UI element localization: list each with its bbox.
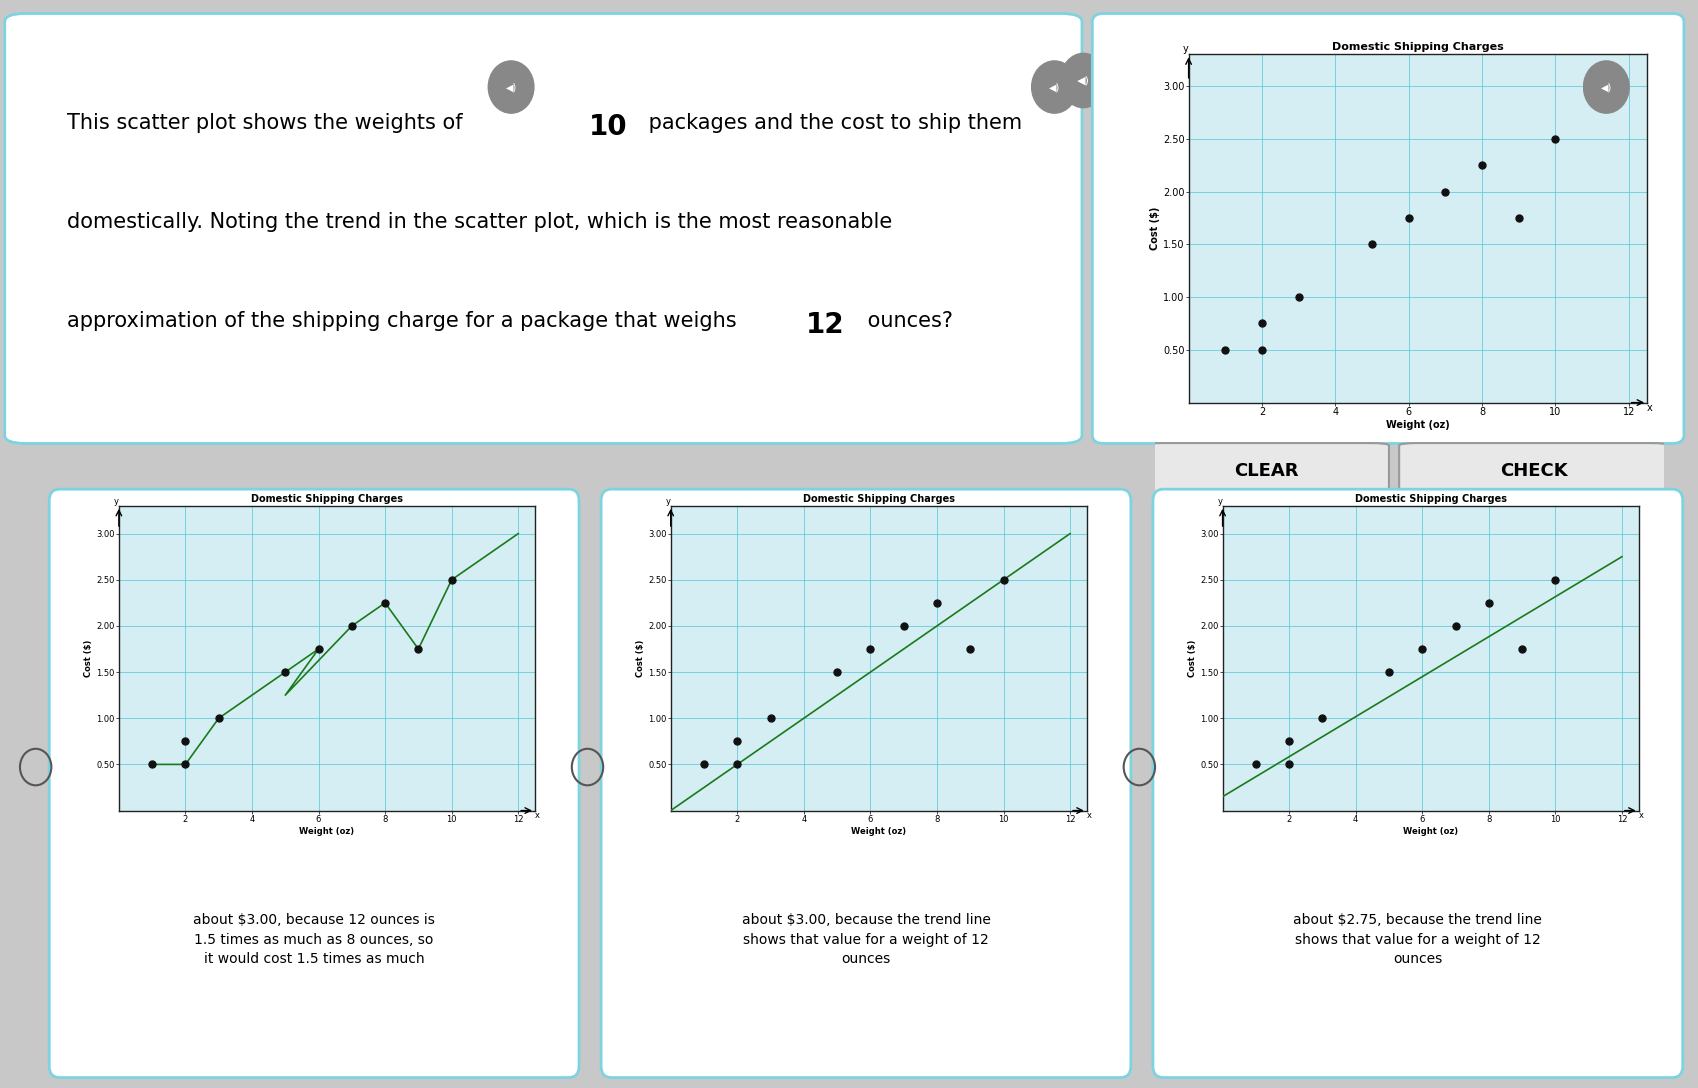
- Point: [1358, 236, 1386, 254]
- FancyBboxPatch shape: [1153, 490, 1683, 1077]
- Point: [1442, 617, 1469, 634]
- Point: [1243, 756, 1270, 774]
- X-axis label: Weight (oz): Weight (oz): [851, 827, 907, 836]
- Title: Domestic Shipping Charges: Domestic Shipping Charges: [251, 494, 402, 504]
- Point: [438, 571, 465, 589]
- Point: [1542, 571, 1569, 589]
- Point: [1469, 157, 1496, 174]
- FancyBboxPatch shape: [601, 490, 1131, 1077]
- X-axis label: Weight (oz): Weight (oz): [1403, 827, 1459, 836]
- Text: This scatter plot shows the weights of: This scatter plot shows the weights of: [66, 113, 469, 133]
- Text: y: y: [666, 497, 671, 506]
- Point: [990, 571, 1017, 589]
- Text: ◀): ◀): [1601, 82, 1611, 92]
- Circle shape: [489, 61, 533, 113]
- Point: [372, 594, 399, 611]
- Point: [1431, 183, 1459, 200]
- Point: [691, 756, 718, 774]
- Point: [1542, 131, 1569, 148]
- Point: [824, 664, 851, 681]
- Text: about $3.00, because 12 ounces is
1.5 times as much as 8 ounces, so
it would cos: about $3.00, because 12 ounces is 1.5 ti…: [194, 914, 435, 966]
- Text: ◀): ◀): [506, 82, 516, 92]
- Y-axis label: Cost ($): Cost ($): [85, 640, 93, 677]
- Point: [338, 617, 365, 634]
- Text: y: y: [1217, 497, 1223, 506]
- X-axis label: Weight (oz): Weight (oz): [299, 827, 355, 836]
- Circle shape: [1032, 61, 1077, 113]
- Point: [723, 732, 751, 750]
- Y-axis label: Cost ($): Cost ($): [1189, 640, 1197, 677]
- Point: [956, 641, 983, 658]
- Text: CLEAR: CLEAR: [1234, 461, 1299, 480]
- Text: ◀): ◀): [1077, 75, 1090, 86]
- Point: [1212, 342, 1240, 359]
- Text: x: x: [1647, 403, 1652, 412]
- Title: Domestic Shipping Charges: Domestic Shipping Charges: [803, 494, 954, 504]
- Point: [723, 756, 751, 774]
- Point: [1476, 594, 1503, 611]
- Point: [404, 641, 431, 658]
- Point: [171, 756, 199, 774]
- Point: [1275, 756, 1302, 774]
- Point: [857, 641, 885, 658]
- Point: [924, 594, 951, 611]
- Point: [757, 709, 784, 727]
- Title: Domestic Shipping Charges: Domestic Shipping Charges: [1331, 42, 1504, 52]
- Text: y: y: [1184, 45, 1189, 54]
- Point: [1285, 288, 1313, 306]
- FancyBboxPatch shape: [5, 13, 1082, 444]
- Point: [1248, 342, 1275, 359]
- FancyBboxPatch shape: [1092, 13, 1684, 444]
- Text: x: x: [535, 811, 540, 819]
- Text: packages and the cost to ship them: packages and the cost to ship them: [642, 113, 1022, 133]
- Point: [1309, 709, 1336, 727]
- FancyBboxPatch shape: [1399, 443, 1669, 498]
- Text: about $3.00, because the trend line
shows that value for a weight of 12
ounces: about $3.00, because the trend line show…: [742, 914, 990, 966]
- Circle shape: [1061, 53, 1105, 108]
- FancyBboxPatch shape: [1144, 443, 1389, 498]
- Text: domestically. Noting the trend in the scatter plot, which is the most reasonable: domestically. Noting the trend in the sc…: [66, 212, 891, 232]
- Point: [1375, 664, 1403, 681]
- Circle shape: [1584, 61, 1628, 113]
- Text: y: y: [114, 497, 119, 506]
- Y-axis label: Cost ($): Cost ($): [1150, 207, 1160, 250]
- Text: x: x: [1087, 811, 1092, 819]
- Point: [1504, 209, 1532, 226]
- Point: [139, 756, 166, 774]
- Title: Domestic Shipping Charges: Domestic Shipping Charges: [1355, 494, 1506, 504]
- Text: ounces?: ounces?: [861, 311, 953, 331]
- FancyBboxPatch shape: [49, 490, 579, 1077]
- Text: CHECK: CHECK: [1501, 461, 1567, 480]
- Point: [1409, 641, 1437, 658]
- Point: [306, 641, 333, 658]
- Text: 10: 10: [589, 113, 628, 140]
- Point: [1248, 314, 1275, 332]
- Point: [272, 664, 299, 681]
- Text: about $2.75, because the trend line
shows that value for a weight of 12
ounces: about $2.75, because the trend line show…: [1294, 914, 1542, 966]
- Point: [1275, 732, 1302, 750]
- Point: [890, 617, 917, 634]
- Point: [205, 709, 233, 727]
- Text: ◀): ◀): [1049, 82, 1060, 92]
- Point: [1508, 641, 1535, 658]
- Y-axis label: Cost ($): Cost ($): [637, 640, 645, 677]
- Text: approximation of the shipping charge for a package that weighs: approximation of the shipping charge for…: [66, 311, 744, 331]
- Point: [171, 732, 199, 750]
- Text: 12: 12: [805, 311, 844, 339]
- Text: x: x: [1639, 811, 1644, 819]
- X-axis label: Weight (oz): Weight (oz): [1386, 420, 1450, 430]
- Point: [1396, 209, 1423, 226]
